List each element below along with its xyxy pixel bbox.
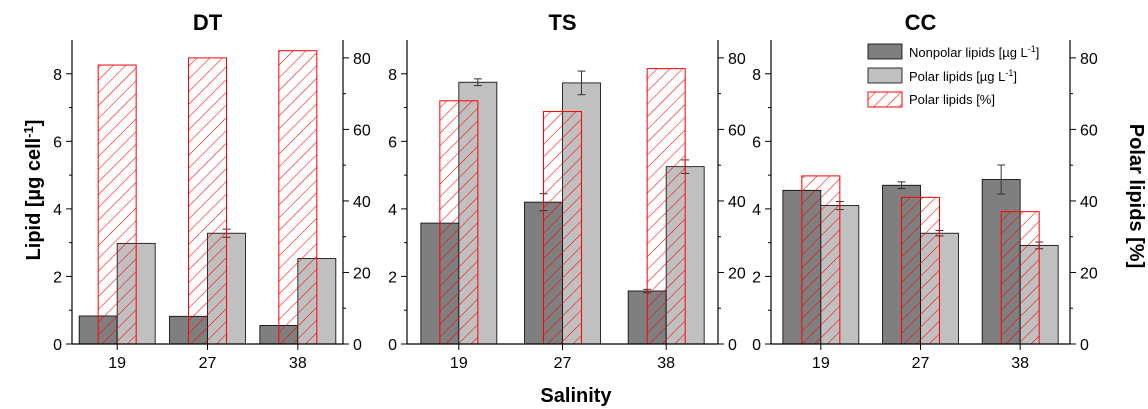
x-tick-label-dt-38: 38 xyxy=(289,355,307,372)
left-tick-label-dt-4: 4 xyxy=(53,202,62,219)
left-tick-label-cc-2: 2 xyxy=(752,269,761,286)
legend-label-percent: Polar lipids [%] xyxy=(909,92,995,107)
bar-cc-19-percent xyxy=(801,175,841,345)
left-tick-label-dt-6: 6 xyxy=(53,134,62,151)
right-tick-label-ts-20: 20 xyxy=(728,265,746,282)
legend: Nonpolar lipids [µg L-1] Polar lipids [µ… xyxy=(867,43,1039,108)
legend-label-polar: Polar lipids [µg L-1] xyxy=(909,68,1017,84)
x-tick-label-cc-38: 38 xyxy=(1011,355,1029,372)
left-axis-title-text: Lipid [µg cell xyxy=(23,138,45,261)
x-tick-label-ts-38: 38 xyxy=(657,355,675,372)
right-tick-label-ts-40: 40 xyxy=(728,194,746,211)
left-tick-label-ts-6: 6 xyxy=(388,134,397,151)
x-tick-label-ts-27: 27 xyxy=(554,355,572,372)
left-tick-label-ts-8: 8 xyxy=(388,67,397,84)
right-tick-label-cc-40: 40 xyxy=(1080,194,1098,211)
bar-dt-27-percent xyxy=(188,57,227,345)
bar-ts-38-percent xyxy=(646,68,686,345)
left-tick-label-dt-2: 2 xyxy=(53,269,62,286)
right-tick-label-ts-60: 60 xyxy=(728,122,746,139)
left-tick-label-cc-0: 0 xyxy=(752,337,761,354)
legend-swatch-nonpolar xyxy=(867,43,903,60)
panel-title-cc: CC xyxy=(905,10,937,35)
right-tick-label-ts-0: 0 xyxy=(728,337,737,354)
x-tick-label-cc-27: 27 xyxy=(912,355,930,372)
x-tick-label-cc-19: 19 xyxy=(812,355,830,372)
left-tick-label-ts-0: 0 xyxy=(388,337,397,354)
right-tick-label-cc-0: 0 xyxy=(1080,337,1089,354)
panel-title-dt: DT xyxy=(193,10,223,35)
legend-label-polar-sup: -1 xyxy=(1005,68,1013,78)
right-tick-label-cc-20: 20 xyxy=(1080,265,1098,282)
right-tick-label-dt-20: 20 xyxy=(353,265,371,282)
right-tick-label-cc-80: 80 xyxy=(1080,51,1098,68)
legend-swatch-polar xyxy=(867,67,903,84)
right-tick-label-ts-80: 80 xyxy=(728,51,746,68)
left-tick-label-ts-2: 2 xyxy=(388,269,397,286)
right-tick-label-dt-40: 40 xyxy=(353,194,371,211)
bar-cc-38-percent xyxy=(1000,211,1040,345)
right-axis-title: Polar lipids [%] xyxy=(1125,124,1147,268)
bar-dt-38-percent xyxy=(278,50,318,345)
left-axis-title: Lipid [µg cell-1] xyxy=(21,120,45,261)
legend-label-nonpolar-end: ] xyxy=(1036,45,1040,60)
right-tick-label-dt-0: 0 xyxy=(353,337,362,354)
right-tick-label-dt-80: 80 xyxy=(353,51,371,68)
legend-label-polar-text: Polar lipids [µg L xyxy=(909,69,1005,84)
right-tick-label-dt-60: 60 xyxy=(353,122,371,139)
legend-swatch-percent xyxy=(867,91,903,108)
left-tick-label-cc-4: 4 xyxy=(752,202,761,219)
bar-ts-19-percent xyxy=(439,100,479,345)
x-tick-label-ts-19: 19 xyxy=(450,355,468,372)
x-tick-label-dt-19: 19 xyxy=(108,355,126,372)
legend-label-nonpolar: Nonpolar lipids [µg L-1] xyxy=(909,44,1039,60)
left-tick-label-cc-8: 8 xyxy=(752,67,761,84)
bar-dt-19-percent xyxy=(97,64,137,345)
left-tick-label-dt-0: 0 xyxy=(53,337,62,354)
left-axis-title-sup: -1 xyxy=(21,126,36,138)
panel-title-ts: TS xyxy=(548,10,576,35)
left-tick-label-cc-6: 6 xyxy=(752,134,761,151)
left-axis-title-end: ] xyxy=(23,120,45,127)
right-tick-label-cc-60: 60 xyxy=(1080,122,1098,139)
legend-label-nonpolar-text: Nonpolar lipids [µg L xyxy=(909,45,1028,60)
legend-label-nonpolar-sup: -1 xyxy=(1028,44,1036,54)
bar-cc-27-percent xyxy=(901,196,940,345)
legend-label-polar-end: ] xyxy=(1013,69,1017,84)
left-tick-label-dt-8: 8 xyxy=(53,67,62,84)
bar-ts-27-percent xyxy=(543,111,582,345)
left-tick-label-ts-4: 4 xyxy=(388,202,397,219)
x-axis-title: Salinity xyxy=(540,385,612,407)
x-tick-label-dt-27: 27 xyxy=(199,355,217,372)
